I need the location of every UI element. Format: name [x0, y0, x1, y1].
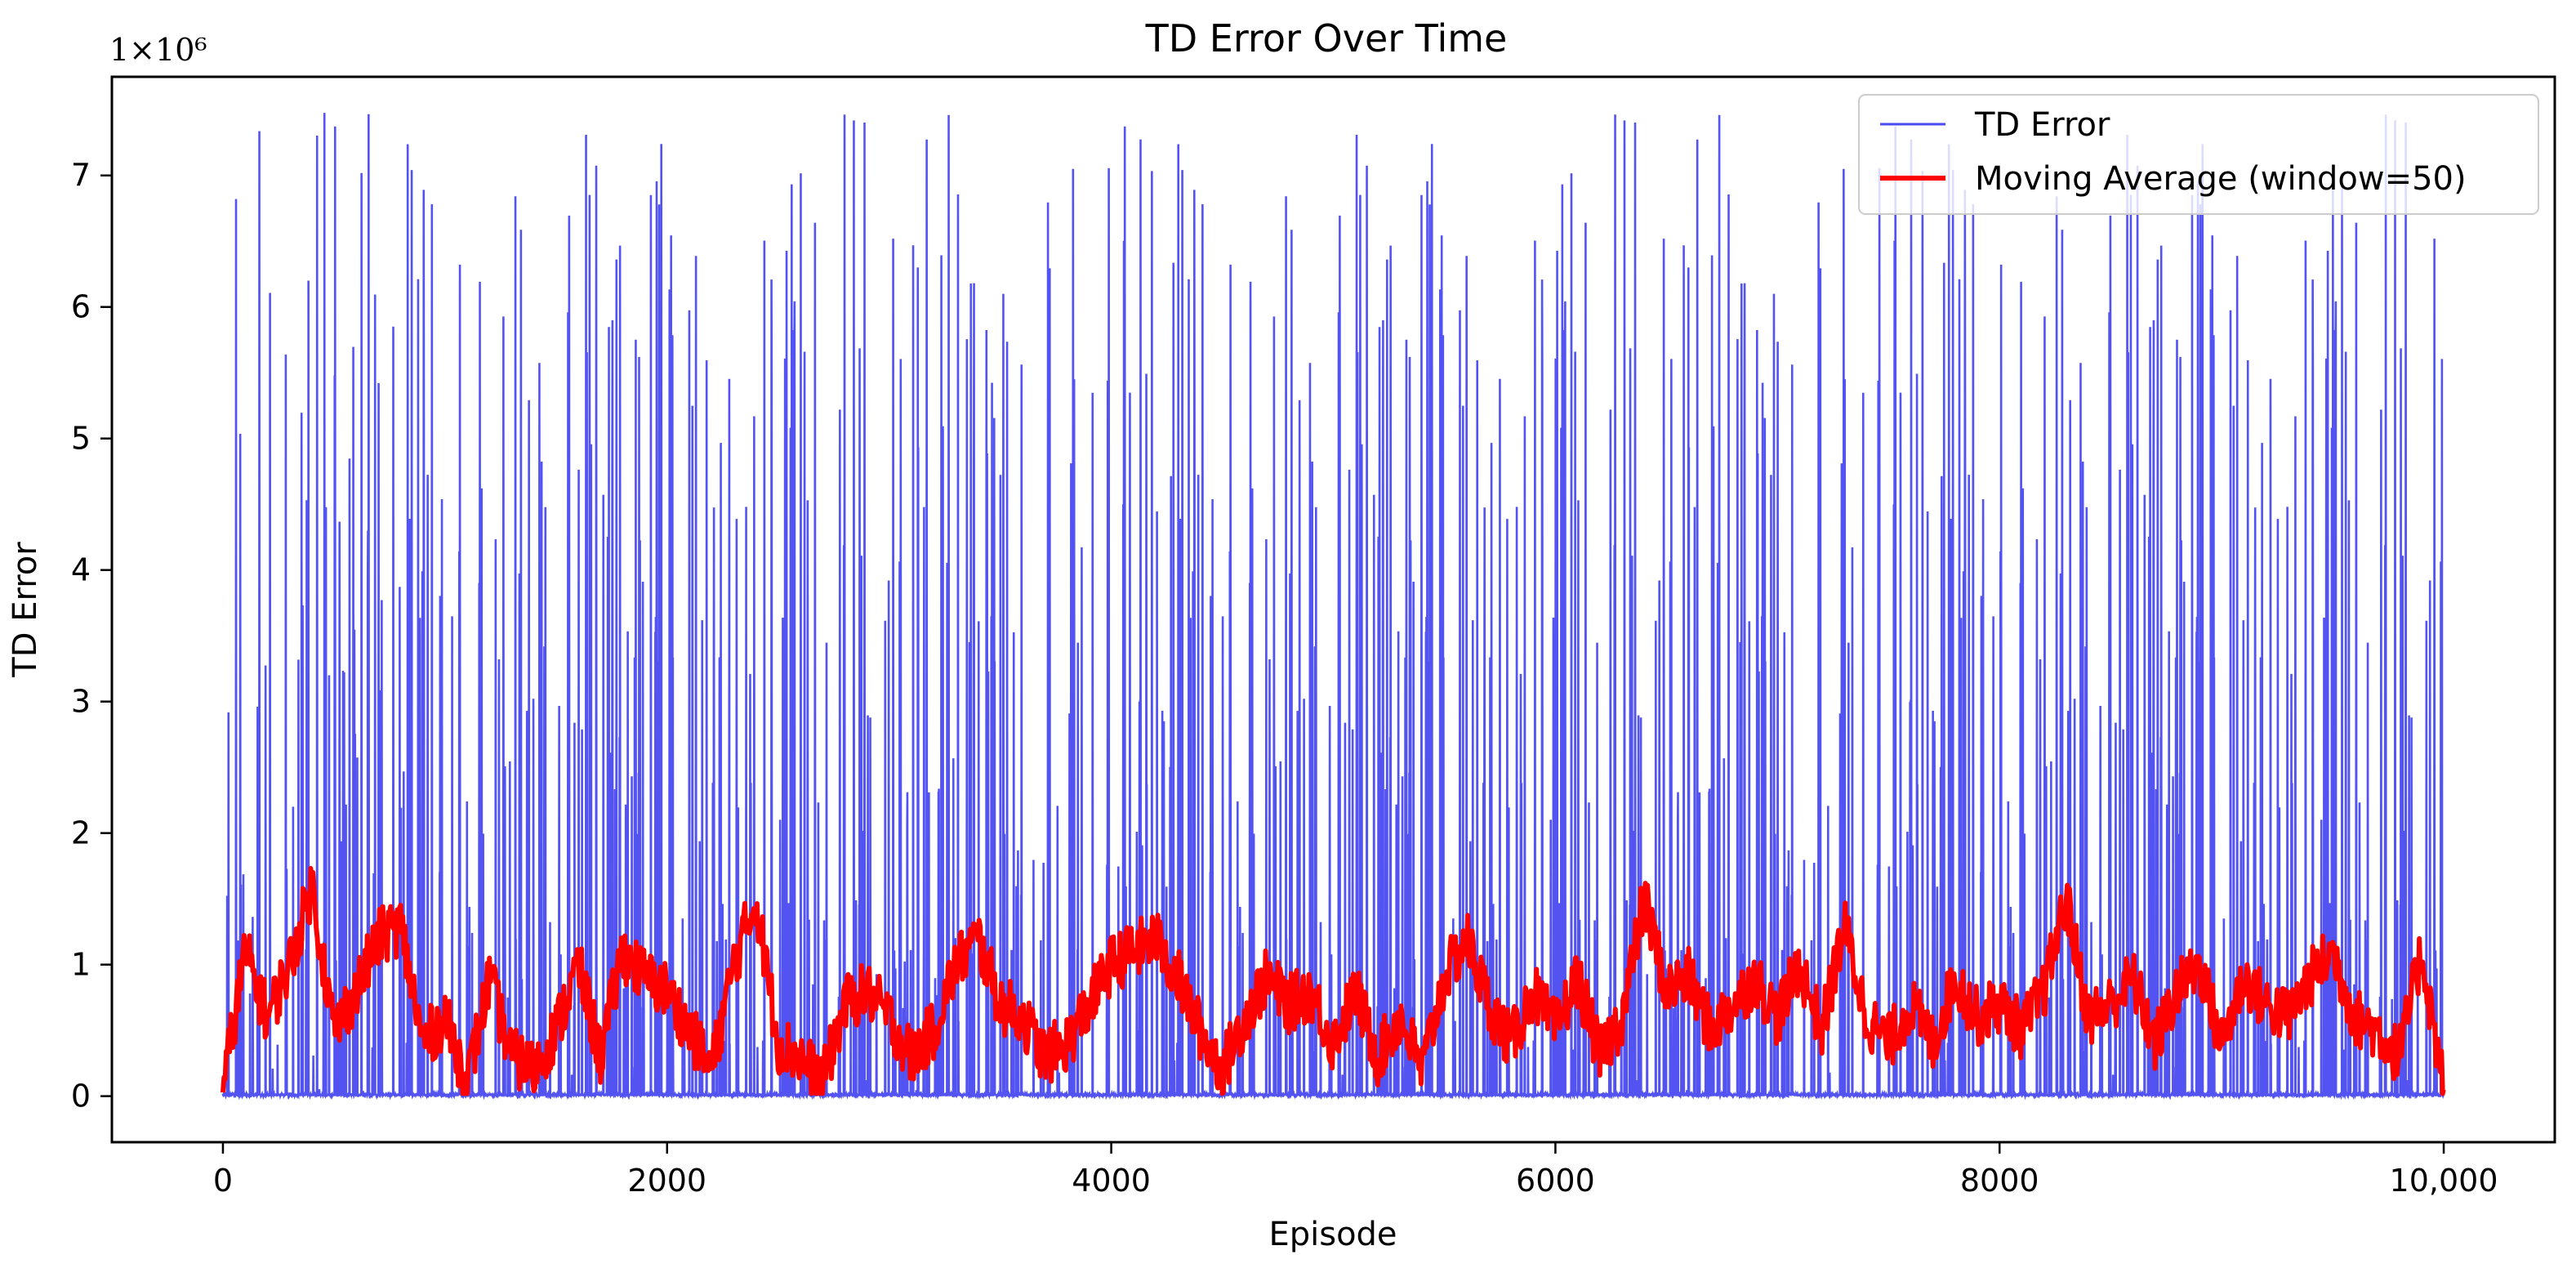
y-tick-label: 7 — [71, 158, 91, 194]
y-tick-label: 6 — [71, 289, 91, 325]
y-tick-label: 3 — [71, 684, 91, 720]
x-tick-label: 2000 — [627, 1163, 706, 1199]
legend-box — [1858, 94, 2539, 215]
y-axis-ticks: 0 1 2 3 4 5 6 7 — [71, 158, 112, 1114]
x-tick-label: 10,000 — [2390, 1163, 2498, 1199]
x-tick-label: 8000 — [1960, 1163, 2039, 1199]
td-error-series — [221, 113, 2445, 1101]
y-axis-multiplier: 1×10⁶ — [109, 32, 207, 68]
x-axis-ticks: 0 2000 4000 6000 8000 10,000 — [213, 1142, 2498, 1199]
y-tick-label: 1 — [71, 947, 91, 983]
x-tick-label: 4000 — [1072, 1163, 1151, 1199]
legend-label-moving-average: Moving Average (window=50) — [1975, 160, 2467, 198]
y-tick-label: 0 — [71, 1078, 91, 1114]
plot-content — [220, 113, 2446, 1101]
chart-title: TD Error Over Time — [1145, 16, 1508, 60]
plot-frame — [110, 75, 2556, 1144]
legend-label-td-error: TD Error — [1974, 106, 2110, 144]
y-axis-label: TD Error — [7, 542, 44, 678]
moving-average-series — [220, 865, 2446, 1096]
x-tick-label: 6000 — [1516, 1163, 1595, 1199]
legend: TD Error Moving Average (window=50) — [1858, 94, 2539, 215]
y-tick-label: 2 — [71, 815, 91, 851]
x-axis-label: Episode — [1268, 1216, 1397, 1253]
y-tick-label: 4 — [71, 552, 91, 588]
y-tick-label: 5 — [71, 421, 91, 457]
x-tick-label: 0 — [213, 1163, 233, 1199]
